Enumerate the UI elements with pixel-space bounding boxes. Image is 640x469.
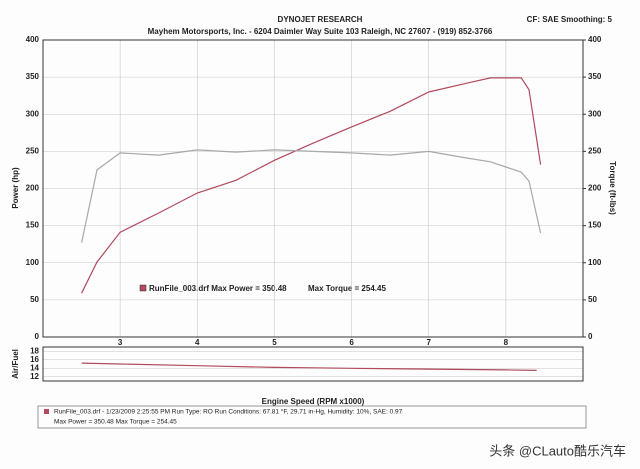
- plot-frame: [42, 346, 584, 382]
- y2-tick-label: 50: [588, 295, 597, 304]
- y2-tick-label: 200: [588, 184, 602, 193]
- y-tick-label: 350: [26, 72, 40, 81]
- y-tick-label: 0: [35, 332, 40, 341]
- y-tick-label: 14: [30, 363, 39, 372]
- x-tick-label: 6: [349, 338, 354, 347]
- y-tick-label: 150: [26, 221, 40, 230]
- y-tick-label: 18: [30, 346, 39, 355]
- footer-line: RunFile_003.drf - 1/23/2009 2:25:55 PM R…: [54, 408, 403, 416]
- footer-swatch: [44, 409, 49, 414]
- x-tick-label: 4: [195, 338, 200, 347]
- footer-box: [37, 405, 587, 429]
- legend-swatch: [139, 284, 147, 292]
- y2-tick-label: 150: [588, 221, 602, 230]
- watermark: 头条 @CLauto酷乐汽车: [489, 443, 626, 458]
- y-tick-label: 250: [26, 146, 40, 155]
- settings: CF: SAE Smoothing: 5: [527, 15, 613, 24]
- y-axis-title: Power (hp): [11, 167, 20, 209]
- afr-axis-title: Air/Fuel: [11, 349, 20, 379]
- y-tick-label: 300: [26, 109, 40, 118]
- plot-frame: [42, 39, 584, 338]
- y2-tick-label: 100: [588, 258, 602, 267]
- y-tick-label: 16: [30, 355, 39, 364]
- series-line: [81, 149, 542, 243]
- y2-tick-label: 350: [588, 72, 602, 81]
- x-tick-label: 3: [118, 338, 123, 347]
- title: DYNOJET RESEARCH: [278, 15, 363, 24]
- y-tick-label: 12: [30, 372, 39, 381]
- y2-tick-label: 400: [588, 35, 602, 44]
- series-line: [81, 362, 537, 371]
- y-tick-label: 50: [30, 295, 39, 304]
- y2-axis-title: Torque (ft-lbs): [608, 161, 617, 215]
- y-tick-label: 100: [26, 258, 40, 267]
- series-line: [81, 77, 542, 294]
- footer-line: Max Power = 350.48 Max Torque = 254.45: [54, 419, 177, 426]
- y2-tick-label: 250: [588, 146, 602, 155]
- y-tick-label: 200: [26, 184, 40, 193]
- annotation: RunFile_003.drf Max Power = 350.48: [149, 284, 287, 293]
- subtitle: Mayhem Motorsports, Inc. - 6204 Daimler …: [148, 27, 493, 36]
- x-tick-label: 5: [272, 338, 277, 347]
- annotation: Max Torque = 254.45: [308, 284, 386, 293]
- y2-tick-label: 0: [588, 332, 593, 341]
- x-tick-label: 8: [504, 338, 509, 347]
- y-tick-label: 400: [26, 35, 40, 44]
- x-axis-title: Engine Speed (RPM x1000): [262, 397, 365, 406]
- y2-tick-label: 300: [588, 109, 602, 118]
- x-tick-label: 7: [426, 338, 431, 347]
